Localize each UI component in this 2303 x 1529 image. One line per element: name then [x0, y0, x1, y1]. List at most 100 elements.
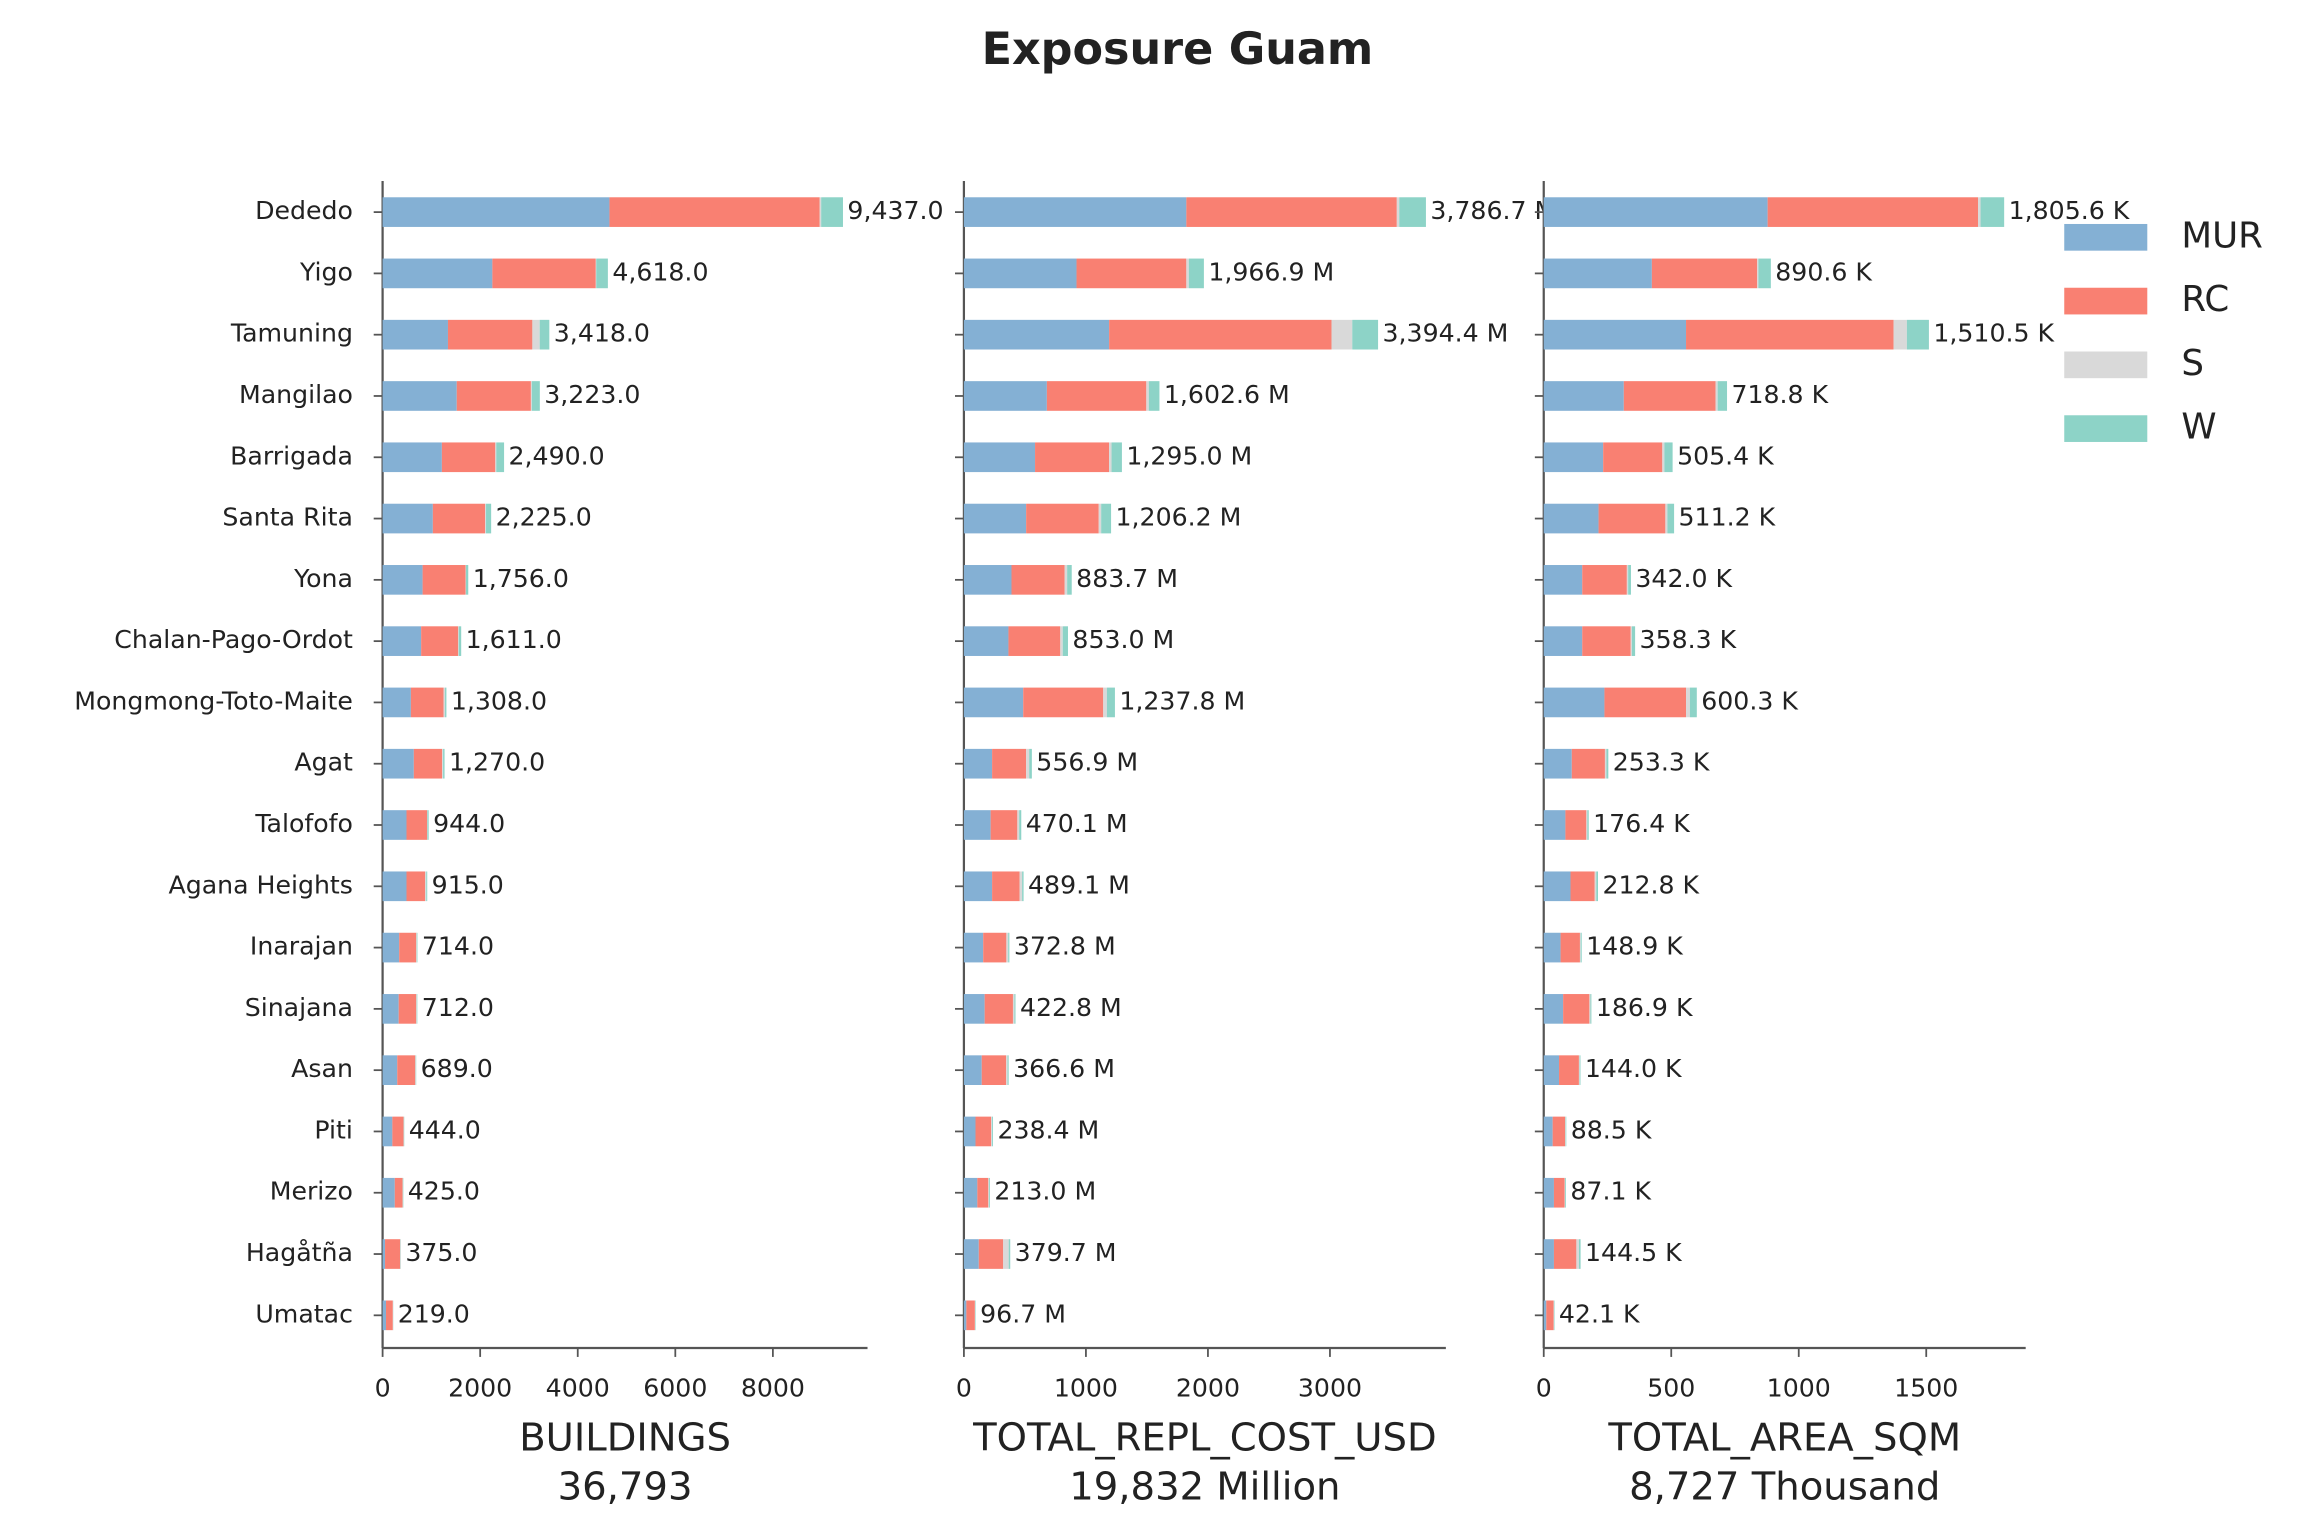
bar-segment [963, 626, 1009, 656]
bar-segment [432, 503, 486, 534]
y-tick-label: Santa Rita [222, 503, 353, 532]
bar-segment [1604, 748, 1607, 779]
bar-segment [989, 1177, 990, 1208]
bar-segment [1017, 810, 1020, 840]
bar-segment [963, 687, 1024, 718]
total-label: 470.1 M [1026, 809, 1128, 838]
bar-segment [963, 994, 985, 1024]
bar-segment [1606, 748, 1609, 779]
bar-segment [1582, 626, 1631, 656]
bar-segment [447, 319, 533, 350]
bar-segment [1576, 1239, 1579, 1269]
bar-segment [422, 565, 466, 595]
bar-segment [539, 319, 550, 350]
x-tick-label: 0 [375, 1374, 391, 1403]
bar-segment [1352, 319, 1379, 350]
total-label: 219.0 [398, 1299, 470, 1328]
bar-segment [1604, 687, 1687, 718]
y-tick-label: Hagåtña [246, 1238, 353, 1267]
bar-segment [1148, 381, 1160, 411]
bar-segment [1662, 442, 1665, 473]
bar-segment [458, 626, 462, 656]
bar-segment [416, 994, 418, 1024]
bar-segment [988, 1177, 990, 1208]
bar-segment [1014, 994, 1016, 1024]
total-label: 1,756.0 [473, 564, 569, 593]
bar-segment [819, 197, 822, 227]
bar-segment [963, 1177, 978, 1208]
bar-segment [382, 381, 457, 411]
bar-segment [1543, 871, 1571, 902]
bar-segment [963, 565, 1012, 595]
bar-segment [983, 932, 1007, 963]
x-axis-label: TOTAL_AREA_SQM [1607, 1415, 1961, 1460]
total-label: 505.4 K [1677, 441, 1775, 470]
bar-segment [1111, 442, 1122, 473]
legend-label: S [2181, 343, 2204, 384]
total-label: 689.0 [421, 1054, 493, 1083]
bar-segment [1587, 810, 1589, 840]
total-label: 3,223.0 [544, 380, 640, 409]
total-label: 1,966.9 M [1208, 257, 1334, 286]
bar-segment [1103, 687, 1107, 718]
bar-segment [963, 1055, 982, 1085]
total-label: 1,237.8 M [1119, 686, 1245, 715]
y-tick-label: Umatac [255, 1299, 353, 1328]
bar-segment [1543, 1239, 1554, 1269]
bar-segment [1543, 442, 1604, 473]
y-tick-label: Asan [291, 1054, 353, 1083]
bar-segment [413, 748, 443, 779]
total-label: 96.7 M [980, 1299, 1066, 1328]
bar-segment [1630, 626, 1632, 656]
bar-segment [1664, 442, 1673, 473]
bar-segment [1076, 258, 1187, 289]
total-label: 3,418.0 [554, 319, 650, 348]
bar-segment [990, 810, 1018, 840]
x-axis-label: BUILDINGS [519, 1415, 731, 1460]
bar-segment [1594, 871, 1597, 902]
bar-segment [1906, 319, 1929, 350]
total-label: 238.4 M [997, 1115, 1099, 1144]
bar-segment [963, 381, 1047, 411]
bar-segment [386, 1300, 393, 1331]
bar-segment [495, 442, 497, 473]
bar-segment [1603, 442, 1663, 473]
bar-segment [1757, 258, 1759, 289]
total-label: 600.3 K [1701, 686, 1799, 715]
bar-segment [1623, 381, 1716, 411]
bar-segment [385, 1239, 401, 1269]
bar-segment [1596, 871, 1599, 902]
bar-segment [382, 442, 442, 473]
bar-segment [443, 687, 446, 718]
bar-segment [1006, 1055, 1008, 1085]
bar-segment [1570, 871, 1595, 902]
bar-segment [1589, 994, 1591, 1024]
bar-segment [1564, 1177, 1566, 1208]
bar-segment [1628, 565, 1631, 595]
bar-segment [1023, 687, 1104, 718]
bar-segment [1543, 1177, 1554, 1208]
bar-segment [456, 381, 531, 411]
total-label: 2,225.0 [496, 503, 592, 532]
y-tick-label: Piti [314, 1115, 353, 1144]
x-tick-label: 1000 [1767, 1374, 1831, 1403]
y-tick-label: Yona [293, 564, 353, 593]
bar-segment [963, 1300, 967, 1331]
total-label: 1,308.0 [451, 686, 547, 715]
bar-segment [382, 503, 433, 534]
bar-segment [427, 810, 429, 840]
y-tick-label: Agana Heights [168, 870, 352, 899]
bar-segment [398, 994, 417, 1024]
total-label: 1,602.6 M [1164, 380, 1290, 409]
bar-segment [1543, 503, 1599, 534]
total-label: 42.1 K [1559, 1299, 1641, 1328]
bar-segment [1546, 1300, 1554, 1331]
bar-segment [382, 932, 400, 963]
bar-segment [382, 319, 448, 350]
bar-segment [382, 1300, 387, 1331]
bar-segment [1003, 1239, 1009, 1269]
total-label: 944.0 [433, 809, 505, 838]
bar-segment [1980, 197, 2005, 227]
bar-segment [1571, 748, 1605, 779]
bar-segment [492, 258, 596, 289]
